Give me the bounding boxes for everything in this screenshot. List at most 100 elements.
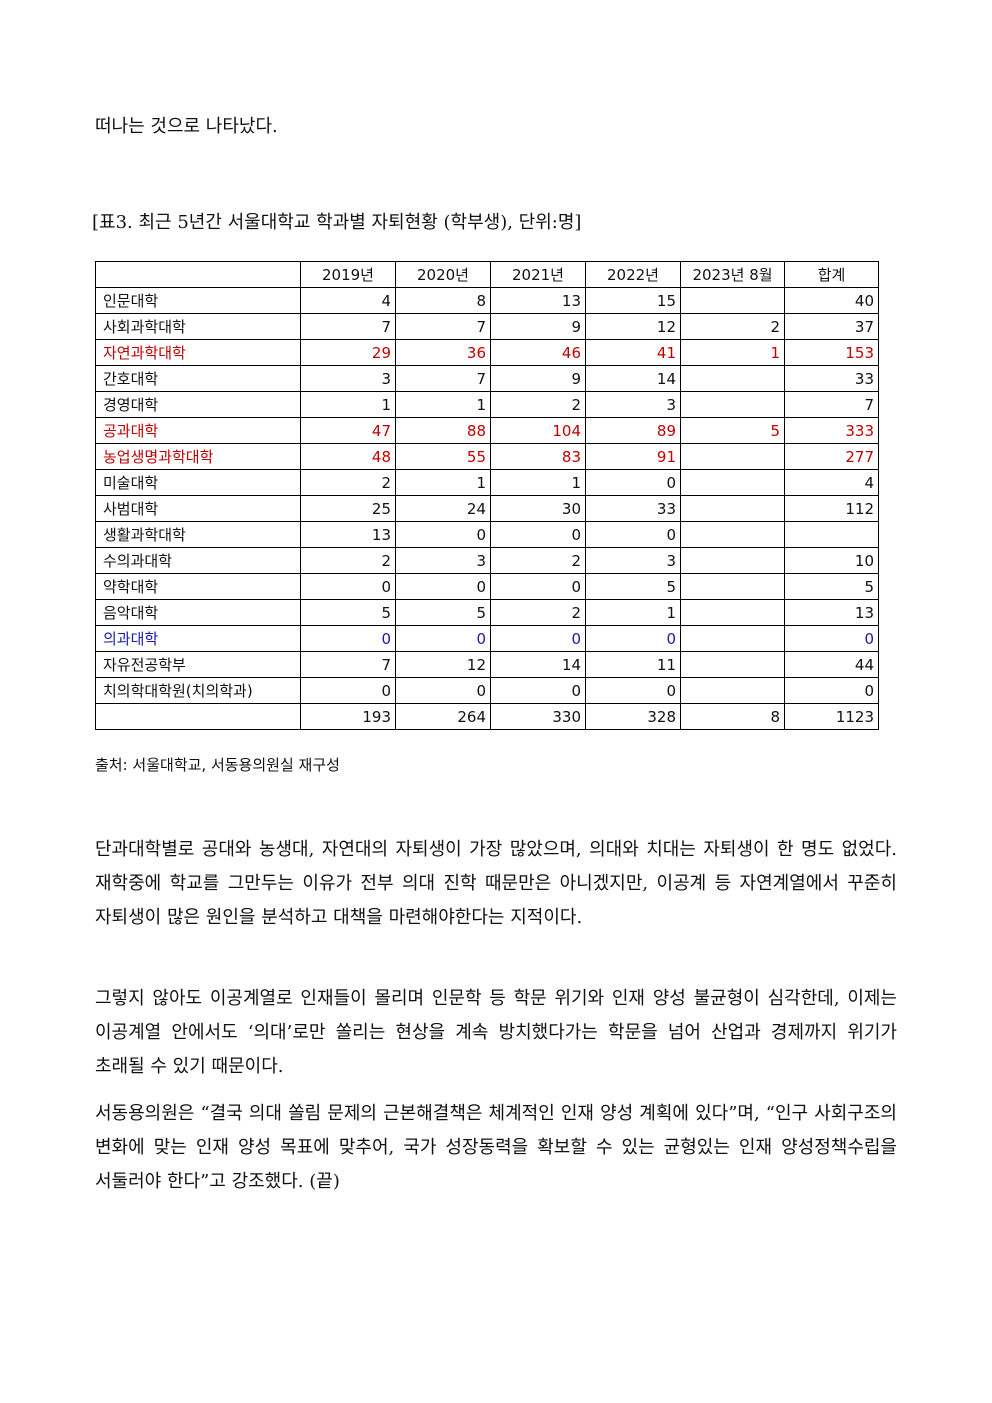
header-cell: 합계 <box>784 261 879 288</box>
value-cell: 89 <box>585 417 681 444</box>
value-cell: 5 <box>784 573 879 600</box>
value-cell: 1 <box>680 339 785 366</box>
value-cell <box>680 443 785 470</box>
header-cell <box>95 261 301 288</box>
value-cell: 13 <box>490 287 586 314</box>
college-name-cell: 사범대학 <box>95 495 301 522</box>
value-cell: 1 <box>490 469 586 496</box>
value-cell: 40 <box>784 287 879 314</box>
value-cell: 2 <box>490 547 586 574</box>
college-name-cell: 자연과학대학 <box>95 339 301 366</box>
value-cell: 5 <box>680 417 785 444</box>
value-cell: 1 <box>585 599 681 626</box>
value-cell: 29 <box>300 339 396 366</box>
table-row: 약학대학 0 0 0 5 5 <box>95 573 879 600</box>
value-cell: 193 <box>300 703 396 730</box>
withdrawal-table: 2019년 2020년 2021년 2022년 2023년 8월 합계 인문대학… <box>95 261 879 730</box>
college-name-cell: 간호대학 <box>95 365 301 392</box>
value-cell <box>680 625 785 652</box>
value-cell: 3 <box>395 547 491 574</box>
table-row: 인문대학 4 8 13 15 40 <box>95 287 879 314</box>
value-cell: 4 <box>300 287 396 314</box>
value-cell: 5 <box>300 599 396 626</box>
value-cell <box>680 365 785 392</box>
college-name-cell: 사회과학대학 <box>95 313 301 340</box>
value-cell: 0 <box>490 573 586 600</box>
value-cell: 2 <box>490 599 586 626</box>
value-cell: 33 <box>585 495 681 522</box>
value-cell: 328 <box>585 703 681 730</box>
value-cell: 3 <box>300 365 396 392</box>
value-cell: 8 <box>395 287 491 314</box>
value-cell: 33 <box>784 365 879 392</box>
college-name-cell: 자유전공학부 <box>95 651 301 678</box>
value-cell: 264 <box>395 703 491 730</box>
value-cell: 1 <box>300 391 396 418</box>
table-row: 음악대학 5 5 2 1 13 <box>95 599 879 626</box>
body-paragraph: 그렇지 않아도 이공계열로 인재들이 몰리며 인문학 등 학문 위기와 인재 양… <box>95 988 897 1077</box>
value-cell: 7 <box>300 313 396 340</box>
table-row: 공과대학 47 88 104 89 5 333 <box>95 417 879 444</box>
value-cell: 4 <box>784 469 879 496</box>
college-name-cell: 수의과대학 <box>95 547 301 574</box>
college-name-cell: 생활과학대학 <box>95 521 301 548</box>
college-name-cell: 공과대학 <box>95 417 301 444</box>
value-cell: 0 <box>395 573 491 600</box>
value-cell <box>680 599 785 626</box>
value-cell: 12 <box>585 313 681 340</box>
table-row: 경영대학 1 1 2 3 7 <box>95 391 879 418</box>
value-cell: 0 <box>784 677 879 704</box>
value-cell: 88 <box>395 417 491 444</box>
value-cell: 153 <box>784 339 879 366</box>
value-cell: 91 <box>585 443 681 470</box>
value-cell: 13 <box>300 521 396 548</box>
value-cell: 2 <box>490 391 586 418</box>
college-name-cell: 약학대학 <box>95 573 301 600</box>
value-cell: 2 <box>300 469 396 496</box>
value-cell <box>680 573 785 600</box>
value-cell <box>784 521 879 548</box>
table-row: 사회과학대학 7 7 9 12 2 37 <box>95 313 879 340</box>
value-cell: 8 <box>680 703 785 730</box>
college-name-cell: 치의학대학원(치의학과) <box>95 677 301 704</box>
value-cell: 55 <box>395 443 491 470</box>
table-row: 미술대학 2 1 1 0 4 <box>95 469 879 496</box>
value-cell: 44 <box>784 651 879 678</box>
value-cell: 25 <box>300 495 396 522</box>
value-cell: 46 <box>490 339 586 366</box>
college-name-cell: 음악대학 <box>95 599 301 626</box>
table-row: 간호대학 3 7 9 14 33 <box>95 365 879 392</box>
value-cell: 0 <box>300 625 396 652</box>
value-cell: 7 <box>784 391 879 418</box>
value-cell: 3 <box>585 547 681 574</box>
value-cell: 14 <box>585 365 681 392</box>
value-cell: 3 <box>585 391 681 418</box>
value-cell: 37 <box>784 313 879 340</box>
value-cell: 112 <box>784 495 879 522</box>
value-cell: 30 <box>490 495 586 522</box>
table-header-row: 2019년 2020년 2021년 2022년 2023년 8월 합계 <box>95 261 879 288</box>
value-cell: 0 <box>395 625 491 652</box>
value-cell: 0 <box>490 625 586 652</box>
value-cell: 47 <box>300 417 396 444</box>
body-paragraph: 서동용의원은 “결국 의대 쏠림 문제의 근본해결책은 체계적인 인재 양성 계… <box>95 1103 897 1192</box>
value-cell: 0 <box>585 469 681 496</box>
value-cell: 0 <box>490 677 586 704</box>
value-cell: 48 <box>300 443 396 470</box>
value-cell: 0 <box>395 521 491 548</box>
header-cell: 2022년 <box>585 261 681 288</box>
value-cell: 12 <box>395 651 491 678</box>
value-cell: 0 <box>300 573 396 600</box>
college-name-cell: 인문대학 <box>95 287 301 314</box>
table-row: 자유전공학부 7 12 14 11 44 <box>95 651 879 678</box>
value-cell <box>680 469 785 496</box>
value-cell <box>680 521 785 548</box>
header-cell: 2023년 8월 <box>680 261 785 288</box>
value-cell: 36 <box>395 339 491 366</box>
value-cell: 7 <box>395 365 491 392</box>
value-cell: 9 <box>490 365 586 392</box>
college-name-cell: 경영대학 <box>95 391 301 418</box>
value-cell: 2 <box>300 547 396 574</box>
value-cell: 277 <box>784 443 879 470</box>
header-cell: 2020년 <box>395 261 491 288</box>
